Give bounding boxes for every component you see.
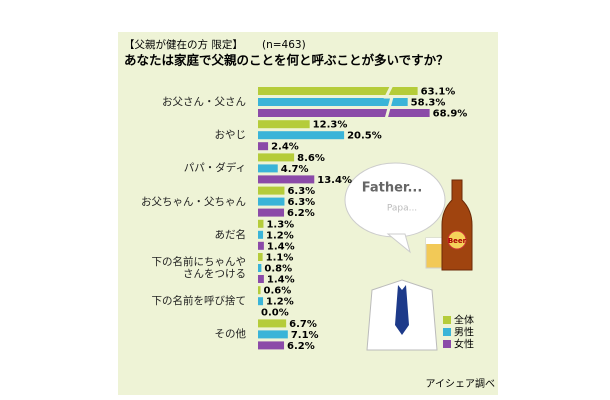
bar (258, 164, 278, 173)
value-label: 58.3% (411, 98, 446, 109)
bar (258, 341, 285, 350)
chart-note: (n=463) (262, 39, 306, 51)
value-label: 0.0% (261, 308, 289, 319)
value-label: 6.3% (287, 197, 315, 208)
bar (258, 219, 264, 228)
value-label: 13.4% (317, 175, 352, 186)
value-label: 0.8% (264, 264, 292, 275)
chart-title: あなたは家庭で父親のことを何と呼ぶことが多いですか？ (124, 53, 449, 68)
source: アイシェア調べ (426, 377, 496, 390)
bar (258, 208, 285, 217)
value-label: 20.5% (347, 131, 382, 142)
category-label: あだ名 (214, 228, 247, 241)
bar (258, 230, 264, 239)
value-label: 1.4% (267, 241, 295, 252)
category-label: 下の名前を呼び捨て (151, 295, 247, 308)
value-label: 1.4% (267, 275, 295, 286)
value-label: 0.6% (264, 286, 292, 297)
bar (258, 253, 263, 261)
value-label: 8.6% (297, 153, 325, 164)
category-label: お父ちゃん・父ちゃん (141, 195, 246, 208)
legend-swatch (443, 328, 451, 336)
value-label: 63.1% (421, 87, 456, 98)
legend-label: 全体 (454, 314, 474, 327)
bar (258, 153, 295, 162)
chart-subtitle: 【父親が健在の方 限定】 (124, 38, 243, 51)
bar (258, 197, 285, 206)
value-label: 7.1% (291, 330, 319, 341)
bar (258, 98, 408, 106)
illustration: Father... Papa... Beer (344, 162, 473, 351)
bar (258, 175, 315, 184)
value-label: 1.2% (266, 297, 294, 308)
bar (258, 131, 345, 140)
bar (258, 87, 418, 95)
bar (258, 120, 310, 129)
value-label: 68.9% (433, 109, 468, 120)
bar (258, 330, 288, 339)
bar (258, 241, 264, 250)
value-label: 2.4% (271, 142, 299, 153)
bar (258, 186, 285, 195)
bar (258, 264, 262, 272)
bar (258, 109, 430, 117)
value-label: 12.3% (313, 120, 348, 131)
category-label: パパ・ダディ (183, 162, 246, 175)
bar (258, 319, 287, 328)
category-label: おやじ (214, 129, 247, 142)
value-label: 6.7% (289, 319, 317, 330)
value-label: 6.3% (287, 186, 315, 197)
legend-label: 男性 (454, 326, 474, 339)
value-label: 6.2% (287, 341, 315, 352)
value-label: 4.7% (281, 164, 309, 175)
bar (258, 275, 264, 283)
category-label: お父さん・父さん (162, 96, 246, 108)
bottle-label: Beer (448, 237, 467, 245)
bubble-text: Papa... (387, 204, 417, 214)
bar (258, 142, 269, 151)
legend-swatch (443, 340, 451, 348)
bubble-text: Father... (362, 181, 423, 196)
value-label: 1.3% (266, 219, 294, 230)
axis-break (383, 84, 394, 120)
bar (258, 297, 264, 306)
legend-swatch (443, 316, 451, 324)
category-label: 下の名前にちゃんや さんをつける (151, 256, 247, 280)
bar (258, 286, 261, 295)
value-label: 1.2% (266, 230, 294, 241)
value-label: 1.1% (266, 253, 294, 264)
legend-label: 女性 (454, 338, 474, 351)
category-label: その他 (214, 328, 247, 341)
value-label: 6.2% (287, 208, 315, 219)
